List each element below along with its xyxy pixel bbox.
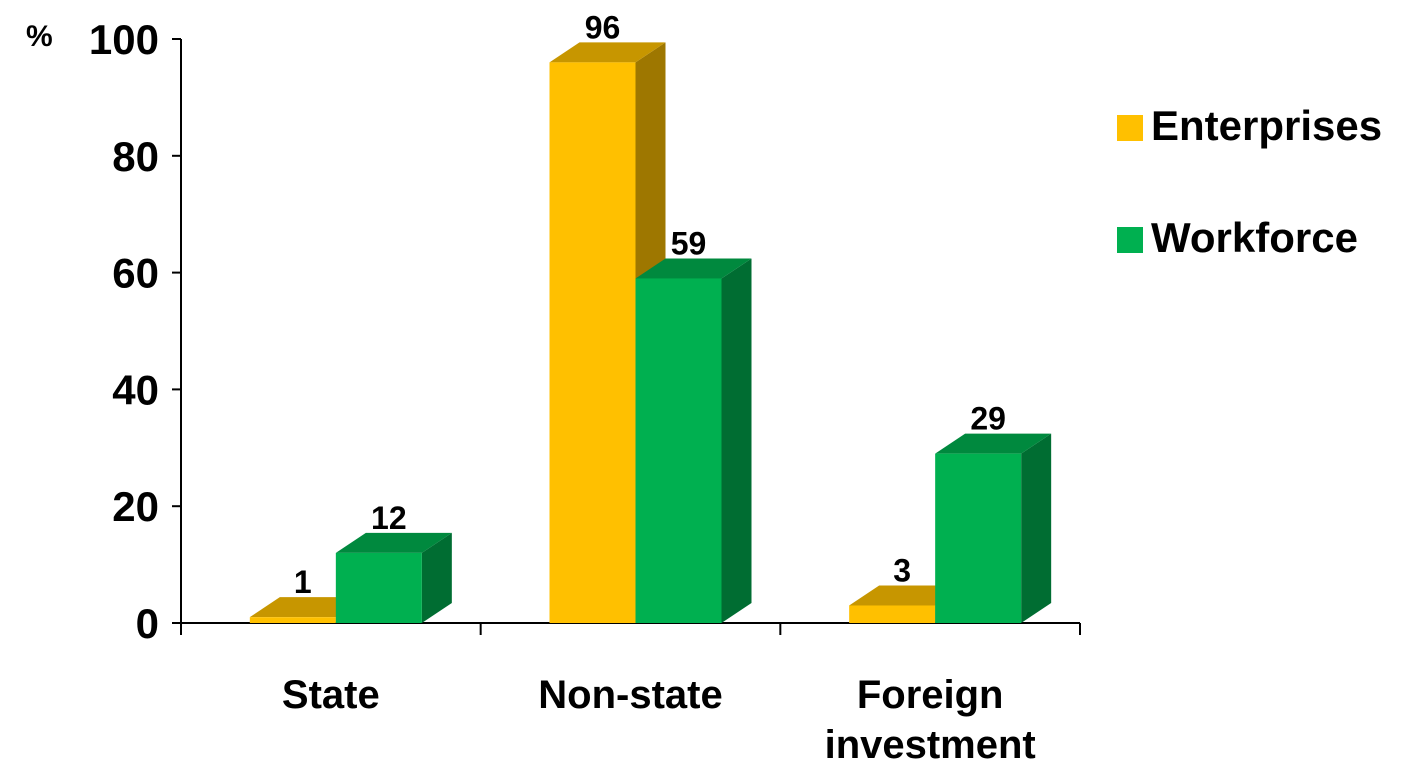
y-axis-label: % — [26, 20, 53, 53]
bar-top — [335, 532, 452, 553]
legend-swatch — [1117, 227, 1143, 253]
bar-side — [421, 532, 452, 623]
bar-front — [935, 453, 1022, 623]
data-label: 96 — [585, 9, 621, 45]
y-tick-label: 100 — [89, 16, 159, 63]
bar-side — [1021, 433, 1052, 623]
bar-top — [549, 42, 666, 63]
bar-workforce-1 — [335, 532, 452, 623]
bar-front — [549, 62, 636, 624]
bar-side — [721, 258, 752, 623]
y-tick-label: 20 — [112, 483, 159, 530]
chart-axes: 0 20 40 60 80 100% State Non-state Foreign invest… — [26, 16, 1081, 767]
bar-workforce-3 — [935, 433, 1052, 623]
bar-top — [635, 258, 752, 279]
y-tick-label: 40 — [112, 366, 159, 413]
legend-swatch — [1117, 115, 1143, 141]
legend-item-enterprises: Enterprises — [1117, 102, 1382, 149]
bar-workforce-2 — [635, 258, 752, 623]
bar-front — [635, 278, 722, 623]
legend-item-workforce: Workforce — [1117, 214, 1358, 261]
chart-data-labels: 1 12 96 59 3 29 — [294, 9, 1006, 600]
y-tick-label: 0 — [136, 600, 159, 647]
y-tick-label: 60 — [112, 250, 159, 297]
legend-label: Workforce — [1151, 214, 1358, 261]
data-label: 59 — [671, 225, 707, 261]
bar-top — [935, 433, 1052, 454]
x-category-label: Non-state — [538, 673, 722, 717]
bar-front — [335, 552, 422, 623]
legend-label: Enterprises — [1151, 102, 1382, 149]
chart-bars — [249, 42, 1052, 624]
chart-legend: Enterprises Workforce — [1117, 102, 1382, 261]
bar-front — [849, 605, 936, 623]
x-category-label: State — [282, 673, 380, 717]
data-label: 3 — [893, 552, 911, 588]
bar-front — [249, 617, 336, 623]
data-label: 29 — [970, 401, 1006, 437]
data-label: 12 — [371, 500, 407, 536]
data-label: 1 — [294, 564, 312, 600]
x-category-label: Foreign investment — [825, 673, 1036, 767]
y-tick-label: 80 — [112, 133, 159, 180]
